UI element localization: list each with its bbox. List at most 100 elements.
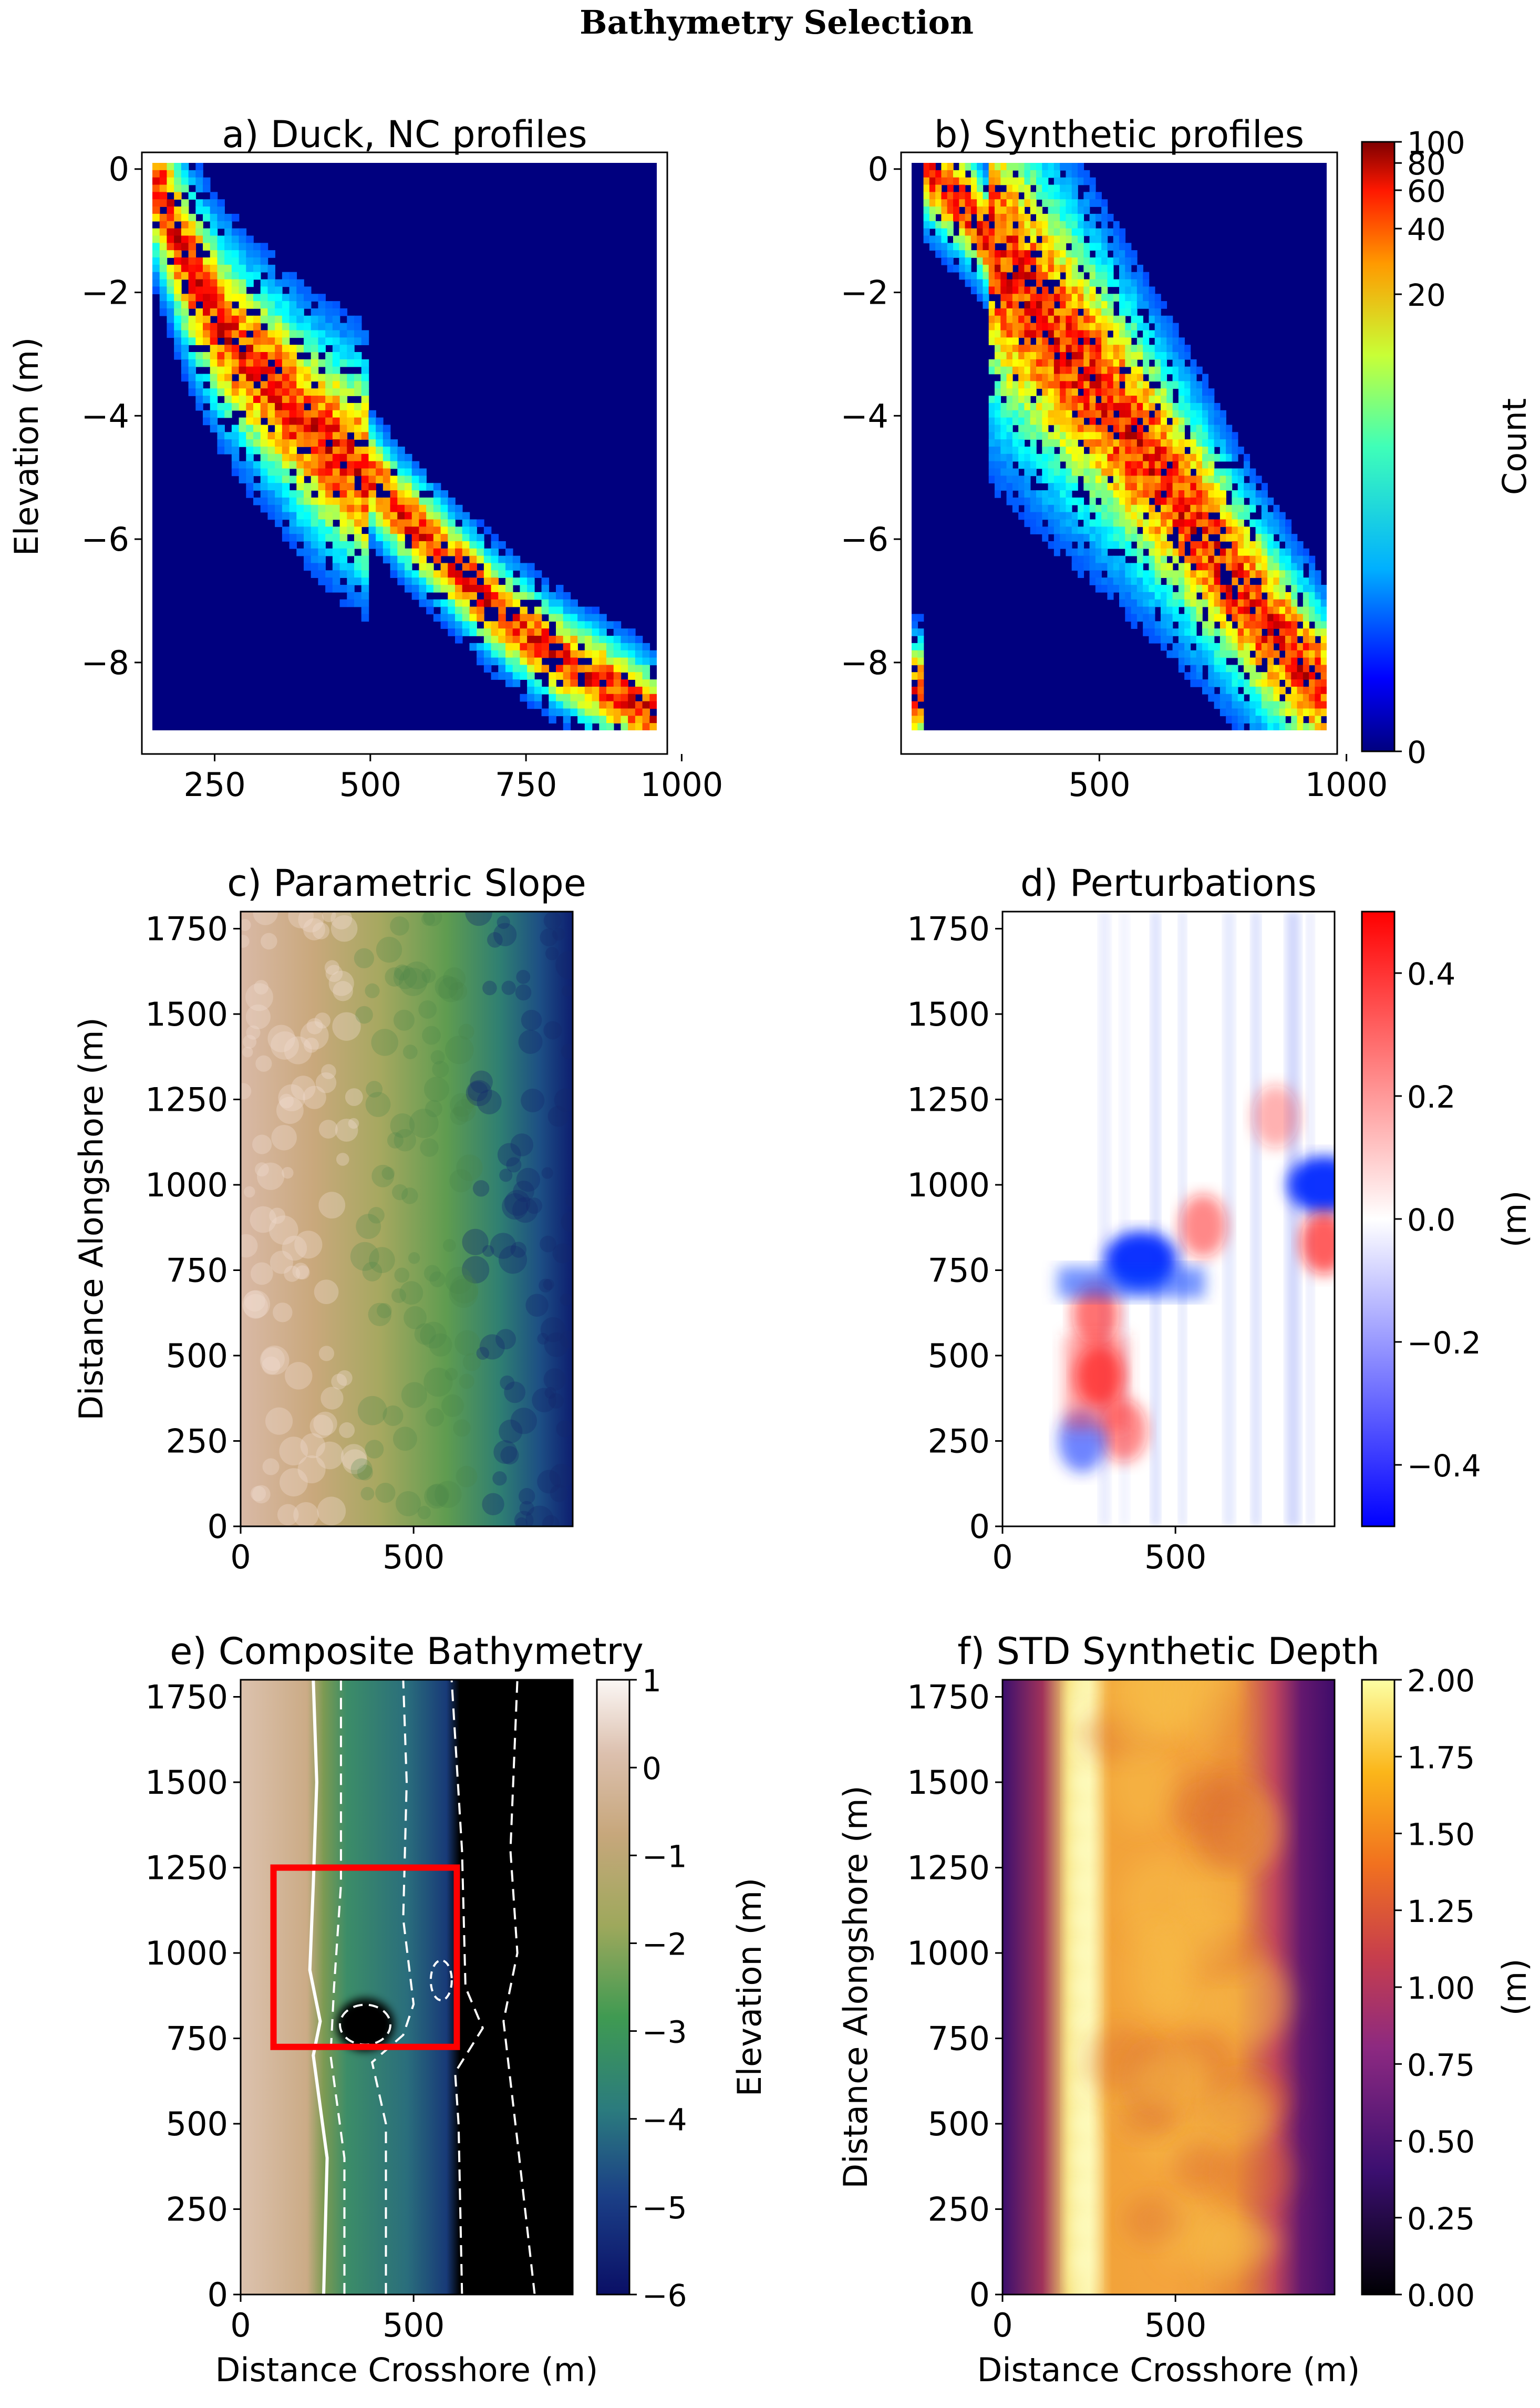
heatmap-cell: [592, 606, 600, 615]
heatmap-cell: [1291, 548, 1298, 556]
heatmap-cell: [1161, 432, 1167, 440]
texture-blob: [285, 1362, 313, 1390]
heatmap-cell: [397, 497, 405, 505]
heatmap-cell: [167, 170, 174, 178]
heatmap-cell: [1000, 323, 1007, 331]
heatmap-cell: [1066, 279, 1072, 287]
heatmap-cell: [1000, 163, 1007, 171]
heatmap-cell: [1101, 206, 1108, 214]
texture-blob: [426, 1483, 450, 1506]
heatmap-cell: [917, 679, 924, 687]
heatmap-cell: [1172, 497, 1179, 505]
heatmap-cell: [1315, 606, 1321, 615]
heatmap-cell: [505, 650, 513, 658]
x-tick-label: 0: [230, 1538, 251, 1576]
heatmap-cell: [1143, 402, 1150, 411]
y-tick-label: 0: [969, 2276, 990, 2314]
heatmap-cell: [181, 294, 189, 302]
heatmap-cell: [195, 163, 203, 171]
heatmap-cell: [563, 686, 571, 695]
texture-blob: [399, 1281, 423, 1305]
heatmap-cell: [383, 504, 391, 513]
heatmap-cell: [1154, 497, 1161, 505]
heatmap-cell: [1279, 519, 1286, 528]
heatmap-cell: [325, 461, 333, 469]
heatmap-cell: [239, 308, 247, 316]
heatmap-cell: [195, 286, 203, 295]
heatmap-cell: [1030, 330, 1037, 338]
heatmap-cell: [1178, 650, 1185, 658]
heatmap-cell: [260, 504, 268, 513]
heatmap-cell: [195, 170, 203, 178]
heatmap-cell: [246, 301, 254, 309]
heatmap-cell: [296, 402, 304, 411]
heatmap-cell: [563, 628, 571, 636]
heatmap-cell: [253, 432, 261, 440]
heatmap-cell: [210, 323, 218, 331]
heatmap-cell: [347, 315, 355, 324]
heatmap-cell: [1030, 177, 1037, 185]
heatmap-cell: [621, 694, 628, 702]
heatmap-cell: [152, 177, 160, 185]
heatmap-cell: [1136, 614, 1143, 622]
heatmap-cell: [1161, 396, 1167, 404]
heatmap-cell: [917, 665, 924, 673]
heatmap-cell: [1208, 555, 1215, 564]
heatmap-cell: [181, 359, 189, 367]
heatmap-cell: [1154, 599, 1161, 607]
heatmap-cell: [1066, 388, 1072, 396]
y-tick-label: 1000: [907, 1934, 990, 1972]
heatmap-cell: [304, 294, 312, 302]
heatmap-cell: [1078, 163, 1084, 171]
heatmap-cell: [1315, 599, 1321, 607]
heatmap-cell: [325, 388, 333, 396]
heatmap-cell: [1303, 621, 1309, 629]
texture-blob: [317, 1496, 346, 1526]
heatmap-cell: [1078, 417, 1084, 426]
heatmap-cell: [1060, 301, 1067, 309]
heatmap-cell: [1113, 402, 1120, 411]
heatmap-cell: [483, 555, 492, 564]
y-tick-label: 1250: [907, 1849, 990, 1887]
heatmap-cell: [224, 228, 232, 236]
heatmap-cell: [491, 541, 499, 549]
heatmap-cell: [563, 679, 571, 687]
heatmap-cell: [965, 279, 971, 287]
heatmap-cell: [1119, 352, 1126, 360]
heatmap-cell: [289, 396, 297, 404]
heatmap-cell: [332, 417, 340, 426]
heatmap-cell: [1154, 570, 1161, 578]
heatmap-cell: [282, 512, 290, 520]
heatmap-cell: [1285, 548, 1292, 556]
heatmap-cell: [491, 570, 499, 578]
heatmap-cell: [1190, 402, 1197, 411]
heatmap-cell: [411, 483, 420, 491]
heatmap-cell: [1101, 490, 1108, 498]
texture-blob: [262, 1356, 281, 1375]
heatmap-cell: [1089, 526, 1096, 534]
heatmap-cell: [1166, 315, 1173, 324]
heatmap-cell: [210, 221, 218, 229]
heatmap-cell: [440, 621, 449, 629]
heatmap-cell: [1053, 286, 1060, 295]
texture-blob: [441, 1394, 464, 1417]
heatmap-cell: [1285, 614, 1292, 622]
heatmap-cell: [188, 352, 197, 360]
heatmap-cell: [1101, 577, 1108, 585]
heatmap-cell: [1060, 294, 1067, 302]
heatmap-cell: [912, 723, 918, 730]
heatmap-cell: [1042, 425, 1049, 433]
heatmap-cell: [1048, 301, 1055, 309]
heatmap-cell: [332, 563, 340, 571]
heatmap-cell: [505, 555, 513, 564]
heatmap-cell: [1244, 483, 1250, 491]
heatmap-cell: [1303, 665, 1309, 673]
heatmap-cell: [383, 461, 391, 469]
heatmap-cell: [231, 425, 240, 433]
heatmap-cell: [1030, 221, 1037, 229]
heatmap-cell: [1012, 243, 1019, 251]
heatmap-cell: [983, 199, 989, 207]
texture-blob: [454, 1330, 480, 1356]
heatmap-cell: [1154, 461, 1161, 469]
